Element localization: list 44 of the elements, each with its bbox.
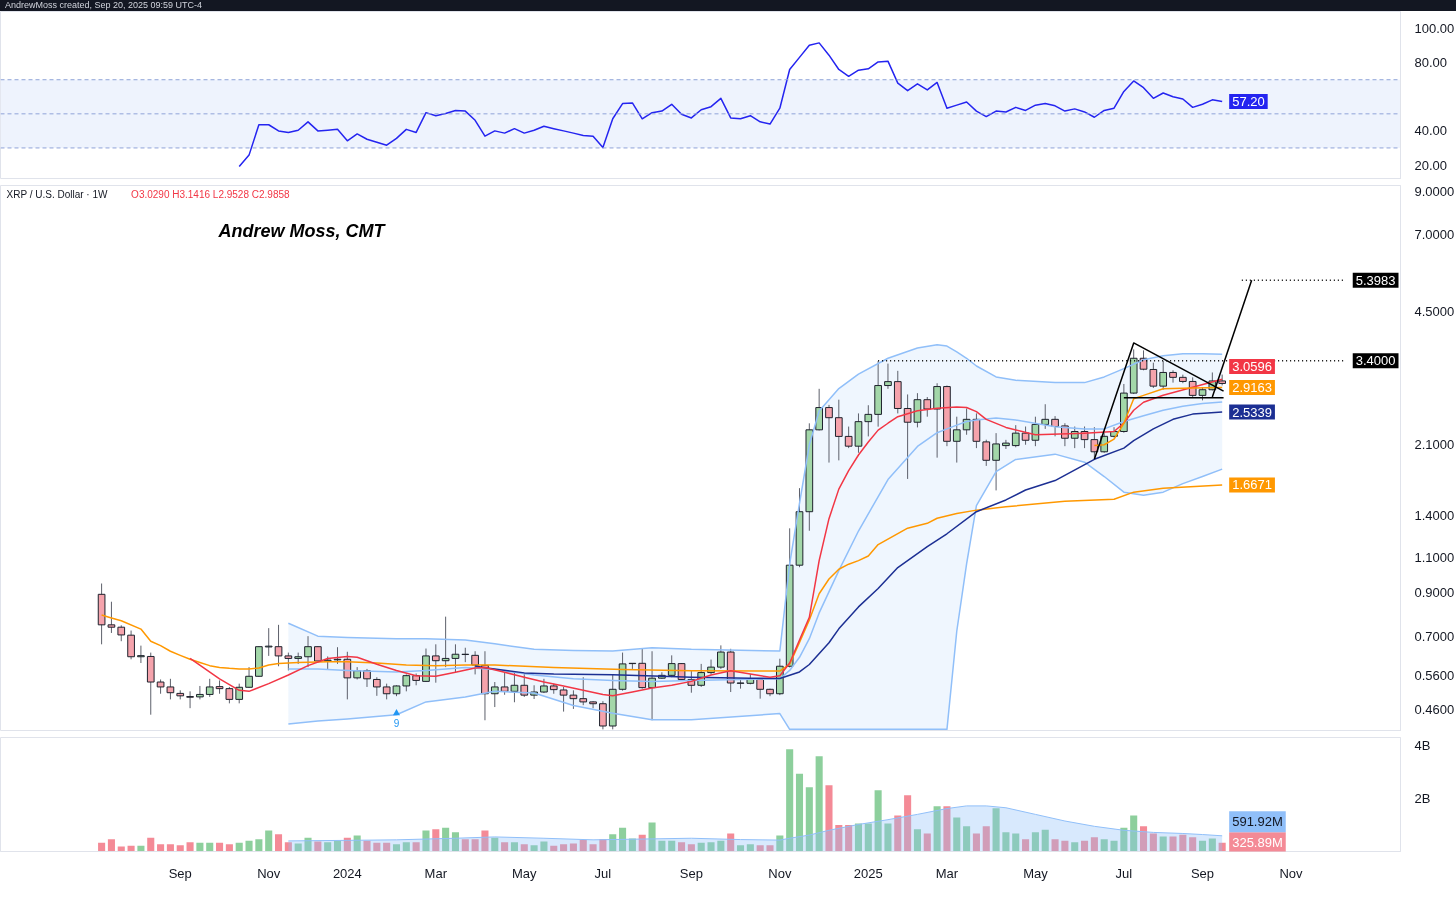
y-tick-label: 4B xyxy=(1414,737,1431,753)
y-tick-label: 0.4600 xyxy=(1414,701,1455,717)
y-tick-label: 0.9000 xyxy=(1414,584,1455,600)
y-tick-label: 2.1000 xyxy=(1414,437,1455,453)
chart-title: XRP / U.S. Dollar · 1W xyxy=(6,189,109,200)
annotation: 591.92M xyxy=(1232,814,1283,830)
y-tick-label: 0.5600 xyxy=(1414,667,1455,683)
y-tick-label: 9.0000 xyxy=(1414,183,1455,199)
x-tick-label: 2024 xyxy=(332,865,362,881)
x-tick-label: Nov xyxy=(768,865,792,881)
x-tick-label: Mar xyxy=(424,865,448,881)
x-tick-label: Nov xyxy=(257,865,281,881)
x-tick-label: Mar xyxy=(935,865,959,881)
data-label: 1.6671 xyxy=(1232,477,1272,493)
y-tick-label: 2B xyxy=(1414,790,1431,806)
x-tick-label: May xyxy=(511,865,538,881)
y-tick-label: 80.00 xyxy=(1414,55,1448,71)
y-tick-label: 1.4000 xyxy=(1414,507,1455,523)
x-tick-label: Jul xyxy=(594,865,612,881)
annotation: 325.89M xyxy=(1232,835,1283,851)
annotation: 9 xyxy=(393,718,400,730)
data-label: 3.0596 xyxy=(1232,359,1272,375)
y-tick-label: 40.00 xyxy=(1414,123,1448,139)
text: AndrewMoss created, Sep 20, 2025 09:59 UTC-4 xyxy=(5,0,203,11)
y-tick-label: 20.00 xyxy=(1414,157,1448,173)
data-label: 3.4000 xyxy=(1355,353,1396,369)
data-label: 5.3983 xyxy=(1355,272,1396,288)
annotation: Andrew Moss, CMT xyxy=(217,220,387,241)
x-tick-label: Sep xyxy=(168,865,192,881)
x-tick-label: Sep xyxy=(1190,865,1215,881)
y-tick-label: 0.7000 xyxy=(1414,628,1455,644)
data-label: 2.5339 xyxy=(1232,404,1272,420)
y-tick-label: 7.0000 xyxy=(1414,227,1455,243)
data-label: 2.9163 xyxy=(1232,380,1272,396)
x-tick-label: 2025 xyxy=(853,865,883,881)
y-tick-label: 1.1000 xyxy=(1414,549,1455,565)
x-tick-label: Nov xyxy=(1279,865,1304,881)
y-tick-label: 100.00 xyxy=(1414,21,1455,37)
y-tick-label: 4.5000 xyxy=(1414,304,1455,320)
x-tick-label: Jul xyxy=(1115,865,1133,881)
data-label: 57.20 xyxy=(1232,94,1265,110)
chart-subtitle: O3.0290 H3.1416 L2.9528 C2.9858 xyxy=(131,189,290,200)
x-tick-label: Sep xyxy=(679,865,703,881)
x-tick-label: May xyxy=(1023,865,1049,881)
